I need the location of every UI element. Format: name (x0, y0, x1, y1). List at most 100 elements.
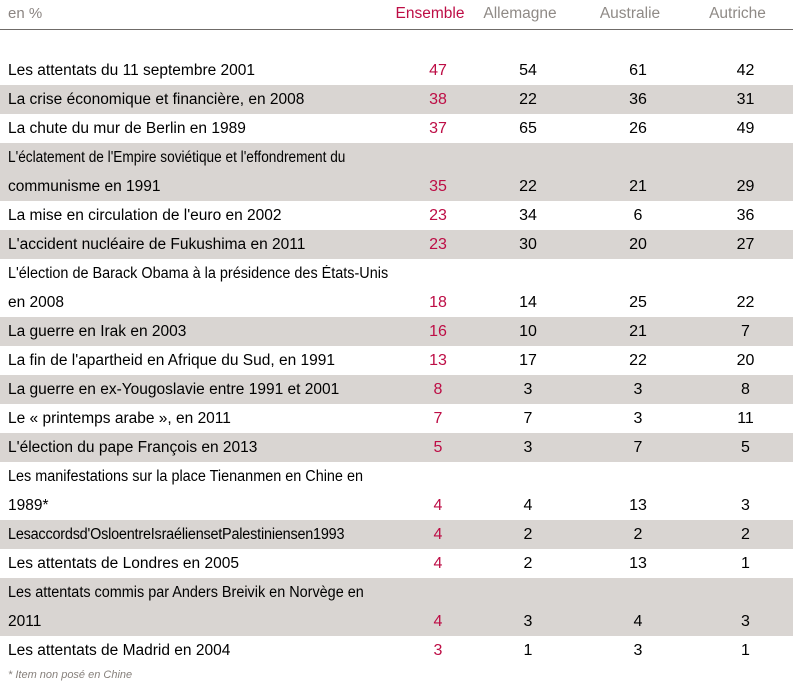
cell-australie: 21 (629, 178, 647, 195)
cell-australie: 21 (629, 323, 647, 340)
column-header-allemagne: Allemagne (483, 5, 557, 22)
cell-ensemble: 4 (433, 497, 443, 514)
cell-australie: 3 (633, 410, 643, 427)
cell-allemagne: 22 (519, 178, 537, 195)
row-label: Les manifestations sur la place Tienanme… (8, 468, 363, 514)
table-row: Les attentats du 11 septembre 2001 47 54… (0, 56, 793, 85)
table-row: Les attentats de Madrid en 2004 3 1 3 1 (0, 636, 793, 665)
cell-ensemble: 16 (429, 323, 447, 340)
cell-allemagne: 14 (519, 294, 537, 311)
cell-australie: 3 (633, 381, 643, 398)
cell-ensemble: 47 (429, 62, 447, 79)
cell-australie: 25 (629, 294, 647, 311)
cell-allemagne: 65 (519, 120, 537, 137)
table-row: L'élection du pape François en 2013 5 3 … (0, 433, 793, 462)
row-label: L'élection du pape François en 2013 (8, 439, 258, 456)
cell-ensemble: 23 (429, 236, 447, 253)
column-header-australie: Australie (599, 5, 661, 22)
table-row: La crise économique et financière, en 20… (0, 85, 793, 114)
cell-allemagne: 10 (519, 323, 537, 340)
table-row: Les accords d'Oslo entre Israéliens et P… (0, 520, 793, 549)
cell-ensemble: 5 (433, 439, 443, 456)
cell-allemagne: 3 (523, 439, 533, 456)
cell-autriche: 8 (741, 381, 750, 398)
cell-australie: 13 (629, 497, 647, 514)
cell-australie: 2 (633, 526, 643, 543)
cell-autriche: 5 (741, 439, 750, 456)
cell-autriche: 1 (741, 642, 750, 659)
table-row: Le « printemps arabe », en 2011 7 7 3 11 (0, 404, 793, 433)
cell-australie: 4 (633, 613, 643, 630)
table-row: L'accident nucléaire de Fukushima en 201… (0, 230, 793, 259)
cell-allemagne: 30 (519, 236, 537, 253)
table-row: La fin de l'apartheid en Afrique du Sud,… (0, 346, 793, 375)
cell-ensemble: 23 (429, 207, 447, 224)
cell-australie: 20 (629, 236, 647, 253)
table-header: en % Ensemble Allemagne Australie Autric… (0, 0, 793, 30)
cell-allemagne: 34 (519, 207, 537, 224)
cell-ensemble: 4 (433, 555, 443, 572)
table-row: La guerre en ex-Yougoslavie entre 1991 e… (0, 375, 793, 404)
row-label: Les attentats de Londres en 2005 (8, 555, 239, 572)
cell-australie: 61 (629, 62, 647, 79)
cell-ensemble: 8 (433, 381, 443, 398)
table-row: La mise en circulation de l'euro en 2002… (0, 201, 793, 230)
column-header-ensemble: Ensemble (395, 5, 465, 22)
cell-ensemble: 4 (433, 526, 443, 543)
cell-ensemble: 38 (429, 91, 447, 108)
cell-autriche: 3 (741, 613, 750, 630)
table-row: L'éclatement de l'Empire soviétique et l… (0, 143, 793, 201)
row-label: La crise économique et financière, en 20… (8, 91, 305, 108)
column-header-autriche: Autriche (709, 5, 766, 22)
row-label: Les accords d'Oslo entre Israéliens et P… (8, 526, 345, 543)
cell-ensemble: 37 (429, 120, 447, 137)
row-label: L'éclatement de l'Empire soviétique et l… (8, 149, 346, 195)
cell-australie: 3 (633, 642, 643, 659)
row-label: Le « printemps arabe », en 2011 (8, 410, 231, 427)
cell-australie: 13 (629, 555, 647, 572)
cell-autriche: 3 (741, 497, 750, 514)
cell-allemagne: 3 (523, 613, 533, 630)
cell-autriche: 11 (737, 410, 754, 427)
unit-label: en % (8, 5, 43, 22)
cell-autriche: 20 (736, 352, 755, 369)
table-row: La guerre en Irak en 2003 16 10 21 7 (0, 317, 793, 346)
row-label: La guerre en ex-Yougoslavie entre 1991 e… (8, 381, 340, 398)
cell-allemagne: 17 (519, 352, 537, 369)
row-label: L'accident nucléaire de Fukushima en 201… (8, 236, 306, 253)
cell-ensemble: 4 (433, 613, 443, 630)
cell-allemagne: 1 (523, 642, 533, 659)
cell-allemagne: 7 (523, 410, 533, 427)
cell-autriche: 36 (736, 207, 755, 224)
cell-ensemble: 13 (429, 352, 447, 369)
row-label: La fin de l'apartheid en Afrique du Sud,… (8, 352, 335, 369)
cell-ensemble: 18 (429, 294, 447, 311)
row-label: La chute du mur de Berlin en 1989 (8, 120, 246, 137)
cell-autriche: 22 (736, 294, 755, 311)
cell-autriche: 2 (741, 526, 750, 543)
row-label: La guerre en Irak en 2003 (8, 323, 187, 340)
cell-autriche: 1 (741, 555, 750, 572)
table-row: L'élection de Barack Obama à la présiden… (0, 259, 793, 317)
cell-allemagne: 54 (519, 62, 537, 79)
cell-autriche: 7 (741, 323, 750, 340)
cell-allemagne: 2 (523, 555, 533, 572)
cell-ensemble: 35 (429, 178, 447, 195)
cell-autriche: 49 (736, 120, 755, 137)
row-label: L'élection de Barack Obama à la présiden… (8, 265, 389, 311)
cell-autriche: 42 (736, 62, 755, 79)
footnote: * Item non posé en Chine (8, 669, 133, 681)
table-body: Les attentats du 11 septembre 2001 47 54… (0, 56, 793, 665)
cell-allemagne: 22 (519, 91, 537, 108)
row-label: Les attentats commis par Anders Breivik … (8, 584, 364, 630)
cell-allemagne: 3 (523, 381, 533, 398)
table-row: Les attentats commis par Anders Breivik … (0, 578, 793, 636)
table-row: Les attentats de Londres en 2005 4 2 13 … (0, 549, 793, 578)
cell-australie: 7 (633, 439, 643, 456)
row-label: La mise en circulation de l'euro en 2002 (8, 207, 282, 224)
cell-australie: 26 (629, 120, 647, 137)
cell-autriche: 27 (736, 236, 755, 253)
cell-australie: 6 (633, 207, 643, 224)
cell-allemagne: 4 (523, 497, 533, 514)
